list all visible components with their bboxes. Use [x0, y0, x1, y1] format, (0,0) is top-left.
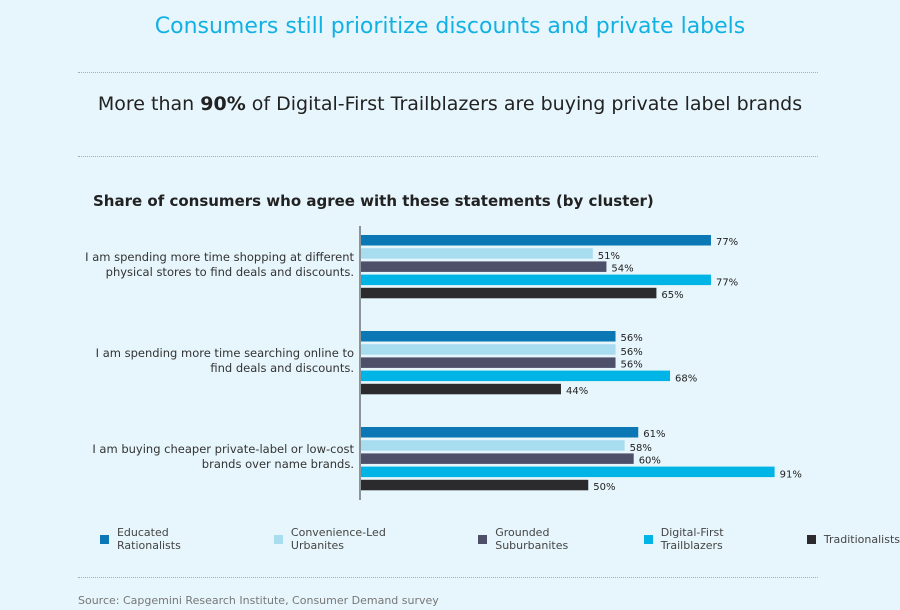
- bar: [361, 453, 634, 464]
- data-label: 56%: [621, 347, 643, 358]
- legend-swatch: [806, 534, 816, 544]
- divider: [78, 577, 818, 578]
- data-label: 54%: [611, 263, 633, 274]
- legend-item: Educated Rationalists: [100, 526, 236, 552]
- page-title: Consumers still prioritize discounts and…: [154, 14, 746, 39]
- bar: [361, 427, 639, 438]
- bar: [361, 248, 593, 259]
- data-label: 58%: [630, 443, 652, 454]
- legend-swatch: [100, 534, 109, 544]
- bar: [361, 466, 775, 478]
- legend-item: Convenience-Led Urbanites: [273, 526, 442, 552]
- data-label: 56%: [621, 333, 643, 344]
- data-label: 44%: [566, 386, 588, 397]
- data-label: 61%: [643, 429, 665, 440]
- data-label: 56%: [621, 359, 643, 370]
- bar: [361, 357, 616, 368]
- category-label: I am spending more time searching online…: [96, 346, 354, 360]
- bar: [361, 331, 616, 342]
- source-note: Source: Capgemini Research Institute, Co…: [78, 594, 439, 607]
- data-label: 68%: [675, 374, 697, 385]
- bar: [361, 261, 607, 272]
- legend-label: Grounded Suburbanites: [495, 526, 569, 552]
- bar: [361, 479, 589, 491]
- category-label: I am spending more time shopping at diff…: [85, 250, 354, 264]
- data-label: 51%: [598, 251, 620, 262]
- data-label: 77%: [716, 278, 738, 289]
- bar: [361, 383, 561, 395]
- legend-label: Digital-First Trailblazers: [660, 526, 724, 552]
- bar: [361, 274, 711, 286]
- bar: [361, 440, 625, 451]
- legend-label: Educated Rationalists: [116, 526, 181, 552]
- category-label: brands over name brands.: [202, 457, 354, 471]
- subtitle: More than 90% of Digital-First Trailblaz…: [97, 93, 803, 115]
- legend-swatch: [478, 534, 488, 544]
- legend-swatch: [273, 534, 283, 544]
- legend: Educated Rationalists Convenience-Led Urb…: [100, 526, 900, 552]
- data-label: 50%: [593, 482, 615, 493]
- data-label: 77%: [716, 237, 738, 248]
- bar: [361, 235, 711, 246]
- bar: [361, 370, 671, 382]
- data-label: 65%: [661, 290, 683, 301]
- data-label: 91%: [780, 470, 802, 481]
- category-label: I am buying cheaper private-label or low…: [92, 442, 354, 456]
- legend-item: Traditionalists: [806, 526, 900, 552]
- data-label: 60%: [639, 455, 661, 466]
- category-label: find deals and discounts.: [210, 361, 354, 375]
- bar: [361, 287, 657, 299]
- legend-label: Convenience-Led Urbanites: [290, 526, 386, 552]
- bar: [361, 344, 616, 355]
- divider: [78, 72, 818, 73]
- divider: [78, 156, 818, 157]
- legend-label: Traditionalists: [823, 532, 900, 546]
- category-label: physical stores to find deals and discou…: [106, 265, 354, 279]
- chart-title: Share of consumers who agree with these …: [93, 192, 654, 210]
- legend-item: Grounded Suburbanites: [478, 526, 626, 552]
- legend-item: Digital-First Trailblazers: [643, 526, 789, 552]
- legend-swatch: [643, 534, 653, 544]
